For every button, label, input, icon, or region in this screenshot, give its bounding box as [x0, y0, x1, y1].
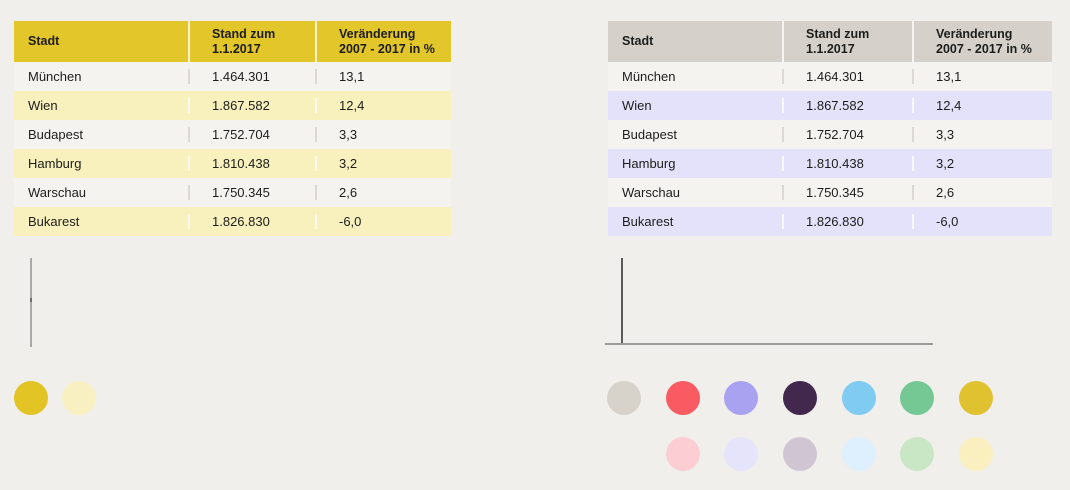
right-chart-x-axis — [605, 343, 933, 345]
table-row: Hamburg 1.810.438 3,2 — [608, 149, 1052, 178]
table-row: Warschau 1.750.345 2,6 — [608, 178, 1052, 207]
color-swatch-gold[interactable] — [959, 381, 994, 415]
table-header-row: Stadt Stand zum 1.1.2017 Veränderung 2007 … — [608, 21, 1052, 62]
table-row: München 1.464.301 13,1 — [608, 62, 1052, 91]
header-stadt: Stadt — [28, 34, 60, 48]
color-swatch-green[interactable] — [900, 381, 935, 415]
table-row: München 1.464.301 13,1 — [14, 62, 451, 91]
color-swatch-pale-green[interactable] — [900, 437, 935, 471]
cell-stand: 1.750.345 — [782, 185, 912, 200]
cell-stadt: Bukarest — [28, 214, 80, 229]
color-swatch-gold[interactable] — [14, 381, 48, 415]
right-chart-y-axis — [621, 258, 623, 345]
cell-stadt: Wien — [28, 98, 58, 113]
color-swatch-pale-lavender[interactable] — [724, 437, 759, 471]
header-stand: Stand zum 1.1.2017 — [188, 21, 315, 62]
table-row: Bukarest 1.826.830 -6,0 — [14, 207, 451, 236]
cell-stand: 1.867.582 — [188, 98, 315, 113]
cell-veraenderung: -6,0 — [912, 214, 1052, 229]
table-row: Bukarest 1.826.830 -6,0 — [608, 207, 1052, 236]
cell-stand: 1.810.438 — [188, 156, 315, 171]
header-stand: Stand zum 1.1.2017 — [782, 21, 912, 62]
table-row: Hamburg 1.810.438 3,2 — [14, 149, 451, 178]
cell-veraenderung: 13,1 — [315, 69, 451, 84]
cell-stand: 1.810.438 — [782, 156, 912, 171]
cell-stand: 1.464.301 — [188, 69, 315, 84]
header-veraenderung: Veränderung 2007 - 2017 in % — [912, 21, 1052, 62]
yellow-theme-palette — [14, 381, 96, 415]
color-swatch-pale-yellow[interactable] — [959, 437, 994, 471]
left-chart-y-axis — [30, 258, 32, 347]
header-stadt: Stadt — [622, 34, 654, 48]
cell-stadt: Warschau — [622, 185, 681, 200]
cell-stand: 1.750.345 — [188, 185, 315, 200]
color-swatch-pale-pink[interactable] — [665, 437, 700, 471]
cell-veraenderung: 13,1 — [912, 69, 1052, 84]
cell-veraenderung: 2,6 — [315, 185, 451, 200]
cell-stadt: Bukarest — [622, 214, 674, 229]
cell-stadt: Budapest — [28, 127, 83, 142]
cell-veraenderung: 12,4 — [912, 98, 1052, 113]
table-row: Warschau 1.750.345 2,6 — [14, 178, 451, 207]
table-header-row: Stadt Stand zum 1.1.2017 Veränderung 2007 … — [14, 21, 451, 62]
cell-veraenderung: 12,4 — [315, 98, 451, 113]
color-swatch-light-blue[interactable] — [841, 381, 876, 415]
left-chart-axis-tick — [30, 298, 32, 302]
cell-veraenderung: -6,0 — [315, 214, 451, 229]
lavender-theme-table: Stadt Stand zum 1.1.2017 Veränderung 2007 … — [608, 21, 1052, 236]
cell-stadt: Wien — [622, 98, 652, 113]
cell-stand: 1.826.830 — [782, 214, 912, 229]
color-swatch-coral-red[interactable] — [665, 381, 700, 415]
cell-stand: 1.867.582 — [782, 98, 912, 113]
color-swatch-lavender[interactable] — [724, 381, 759, 415]
lavender-theme-palette-row1 — [607, 381, 994, 415]
table-row: Wien 1.867.582 12,4 — [14, 91, 451, 120]
cell-stand: 1.464.301 — [782, 69, 912, 84]
cell-stadt: München — [28, 69, 82, 84]
cell-stand: 1.752.704 — [188, 127, 315, 142]
header-veraenderung: Veränderung 2007 - 2017 in % — [315, 21, 451, 62]
cell-veraenderung: 3,3 — [315, 127, 451, 142]
color-swatch-pale-yellow[interactable] — [62, 381, 96, 415]
lavender-theme-palette-row2 — [665, 437, 994, 471]
color-swatch-gray[interactable] — [607, 381, 641, 415]
color-swatch-pale-blue[interactable] — [841, 437, 876, 471]
cell-stadt: Hamburg — [622, 156, 676, 171]
cell-veraenderung: 3,3 — [912, 127, 1052, 142]
cell-veraenderung: 3,2 — [315, 156, 451, 171]
cell-stadt: Warschau — [28, 185, 87, 200]
color-swatch-pale-mauve[interactable] — [783, 437, 818, 471]
cell-veraenderung: 3,2 — [912, 156, 1052, 171]
table-row: Wien 1.867.582 12,4 — [608, 91, 1052, 120]
color-swatch-dark-purple[interactable] — [783, 381, 818, 415]
cell-stand: 1.826.830 — [188, 214, 315, 229]
cell-veraenderung: 2,6 — [912, 185, 1052, 200]
cell-stadt: Budapest — [622, 127, 677, 142]
table-row: Budapest 1.752.704 3,3 — [608, 120, 1052, 149]
table-row: Budapest 1.752.704 3,3 — [14, 120, 451, 149]
cell-stadt: Hamburg — [28, 156, 82, 171]
cell-stand: 1.752.704 — [782, 127, 912, 142]
cell-stadt: München — [622, 69, 676, 84]
yellow-theme-table: Stadt Stand zum 1.1.2017 Veränderung 2007 … — [14, 21, 451, 236]
